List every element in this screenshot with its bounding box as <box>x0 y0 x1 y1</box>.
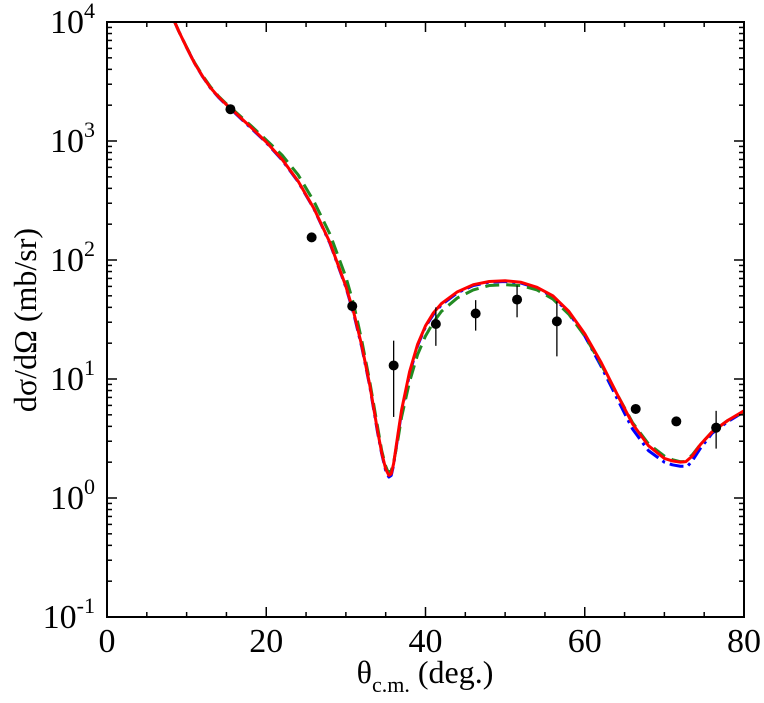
y-tick-label: 101 <box>50 355 95 398</box>
data-point-6 <box>512 294 523 305</box>
y-tick-label-exponent: 0 <box>84 474 95 499</box>
y-tick-label-base: 10 <box>50 4 84 41</box>
data-point-0 <box>225 104 236 115</box>
x-tick-label: 40 <box>409 623 443 660</box>
y-tick-label: 104 <box>50 0 95 41</box>
y-tick-label-exponent: 1 <box>84 355 95 380</box>
y-tick-label: 102 <box>50 236 95 279</box>
data-point-9 <box>671 416 682 427</box>
x-tick-label: 0 <box>99 623 116 660</box>
y-tick-label-exponent: 3 <box>84 117 95 142</box>
x-axis-title-rest: (deg.) <box>410 654 494 690</box>
data-point-1 <box>306 232 317 243</box>
y-tick-label-exponent: -1 <box>77 593 95 618</box>
y-axis-title: dσ/dΩ (mb/sr) <box>7 228 43 412</box>
data-point-3 <box>388 360 399 371</box>
y-tick-label-base: 10 <box>50 242 84 279</box>
y-tick-label: 10-1 <box>43 593 95 636</box>
curve-dashdot <box>173 22 744 479</box>
x-axis-title-sub: c.m. <box>372 672 410 697</box>
y-tick-label-exponent: 2 <box>84 236 95 261</box>
axes-frame <box>106 21 745 618</box>
x-axis-title: θc.m. (deg.) <box>357 654 494 697</box>
y-tick-label: 103 <box>50 117 95 160</box>
data-point-8 <box>630 403 641 414</box>
data-point-4 <box>430 318 441 329</box>
y-tick-label: 100 <box>50 474 95 517</box>
x-tick-label: 80 <box>727 623 761 660</box>
plot-area <box>173 22 744 479</box>
x-tick-label: 20 <box>249 623 283 660</box>
data-point-2 <box>347 301 358 312</box>
curve-dashed <box>173 22 744 474</box>
y-tick-label-base: 10 <box>50 480 84 517</box>
curve-solid <box>173 22 744 477</box>
y-tick-label-base: 10 <box>50 123 84 160</box>
data-point-5 <box>470 308 481 319</box>
x-axis-title-main: θ <box>357 654 372 690</box>
y-tick-label-base: 10 <box>50 361 84 398</box>
x-tick-label: 60 <box>568 623 602 660</box>
data-point-7 <box>551 316 562 327</box>
plot-border <box>106 21 745 618</box>
y-tick-label-base: 10 <box>43 599 77 636</box>
y-tick-label-exponent: 4 <box>84 0 95 23</box>
axis-ticks <box>106 22 745 618</box>
data-point-10 <box>711 422 722 433</box>
